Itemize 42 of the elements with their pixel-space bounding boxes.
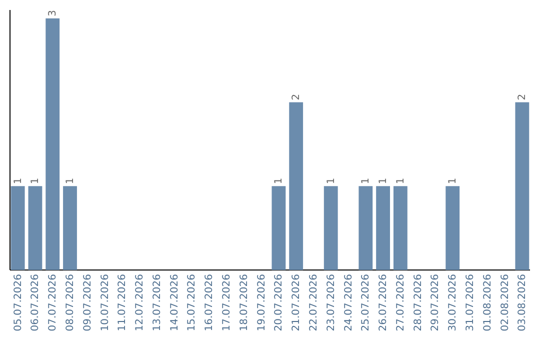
- x-tick-label: 22.07.2026: [308, 274, 320, 332]
- data-label: 1: [395, 178, 406, 184]
- x-tick-label: 28.07.2026: [412, 274, 424, 332]
- x-tick-label: 12.07.2026: [134, 274, 146, 332]
- x-tick-label: 19.07.2026: [256, 274, 268, 332]
- x-tick-label: 31.07.2026: [465, 274, 476, 332]
- data-label: 1: [326, 178, 337, 184]
- x-tick-label: 25.07.2026: [360, 274, 372, 332]
- x-tick-label: 06.07.2026: [30, 274, 42, 332]
- x-tick-label: 08.07.2026: [65, 274, 76, 332]
- x-tick-label: 13.07.2026: [152, 274, 163, 332]
- x-tick-label: 07.07.2026: [48, 274, 59, 332]
- data-label: 1: [30, 178, 42, 184]
- x-tick-label: 21.07.2026: [291, 274, 302, 332]
- x-tick-label: 23.07.2026: [326, 274, 337, 332]
- x-tick-label: 16.07.2026: [204, 274, 216, 332]
- data-label: 1: [360, 178, 372, 184]
- x-tick-label: 27.07.2026: [395, 274, 406, 332]
- data-label: 3: [48, 10, 59, 16]
- x-tick-label: 18.07.2026: [238, 274, 250, 332]
- x-tick-label: 02.08.2026: [500, 274, 511, 332]
- data-label: 1: [274, 178, 285, 184]
- data-label: 1: [65, 178, 76, 184]
- x-tick-label: 24.07.2026: [343, 274, 354, 332]
- x-tick-label: 05.07.2026: [12, 274, 24, 332]
- x-tick-label: 26.07.2026: [378, 274, 390, 332]
- x-tick-label: 30.07.2026: [448, 274, 459, 332]
- x-tick-label: 01.08.2026: [482, 274, 494, 332]
- x-tick-label: 29.07.2026: [430, 274, 442, 332]
- data-label: 2: [291, 94, 302, 100]
- x-tick-label: 10.07.2026: [100, 274, 111, 332]
- data-label: 1: [448, 178, 459, 184]
- x-tick-label: 17.07.2026: [222, 274, 233, 332]
- x-tick-label: 20.07.2026: [274, 274, 285, 332]
- data-label: 2: [517, 94, 528, 100]
- x-tick-label: 03.08.2026: [517, 274, 528, 332]
- data-label: 1: [378, 178, 390, 184]
- data-label: 1: [12, 178, 24, 184]
- x-tick-label: 09.07.2026: [82, 274, 94, 332]
- x-tick-label: 14.07.2026: [169, 274, 180, 332]
- x-tick-label: 11.07.2026: [117, 274, 128, 332]
- x-tick-label: 15.07.2026: [186, 274, 198, 332]
